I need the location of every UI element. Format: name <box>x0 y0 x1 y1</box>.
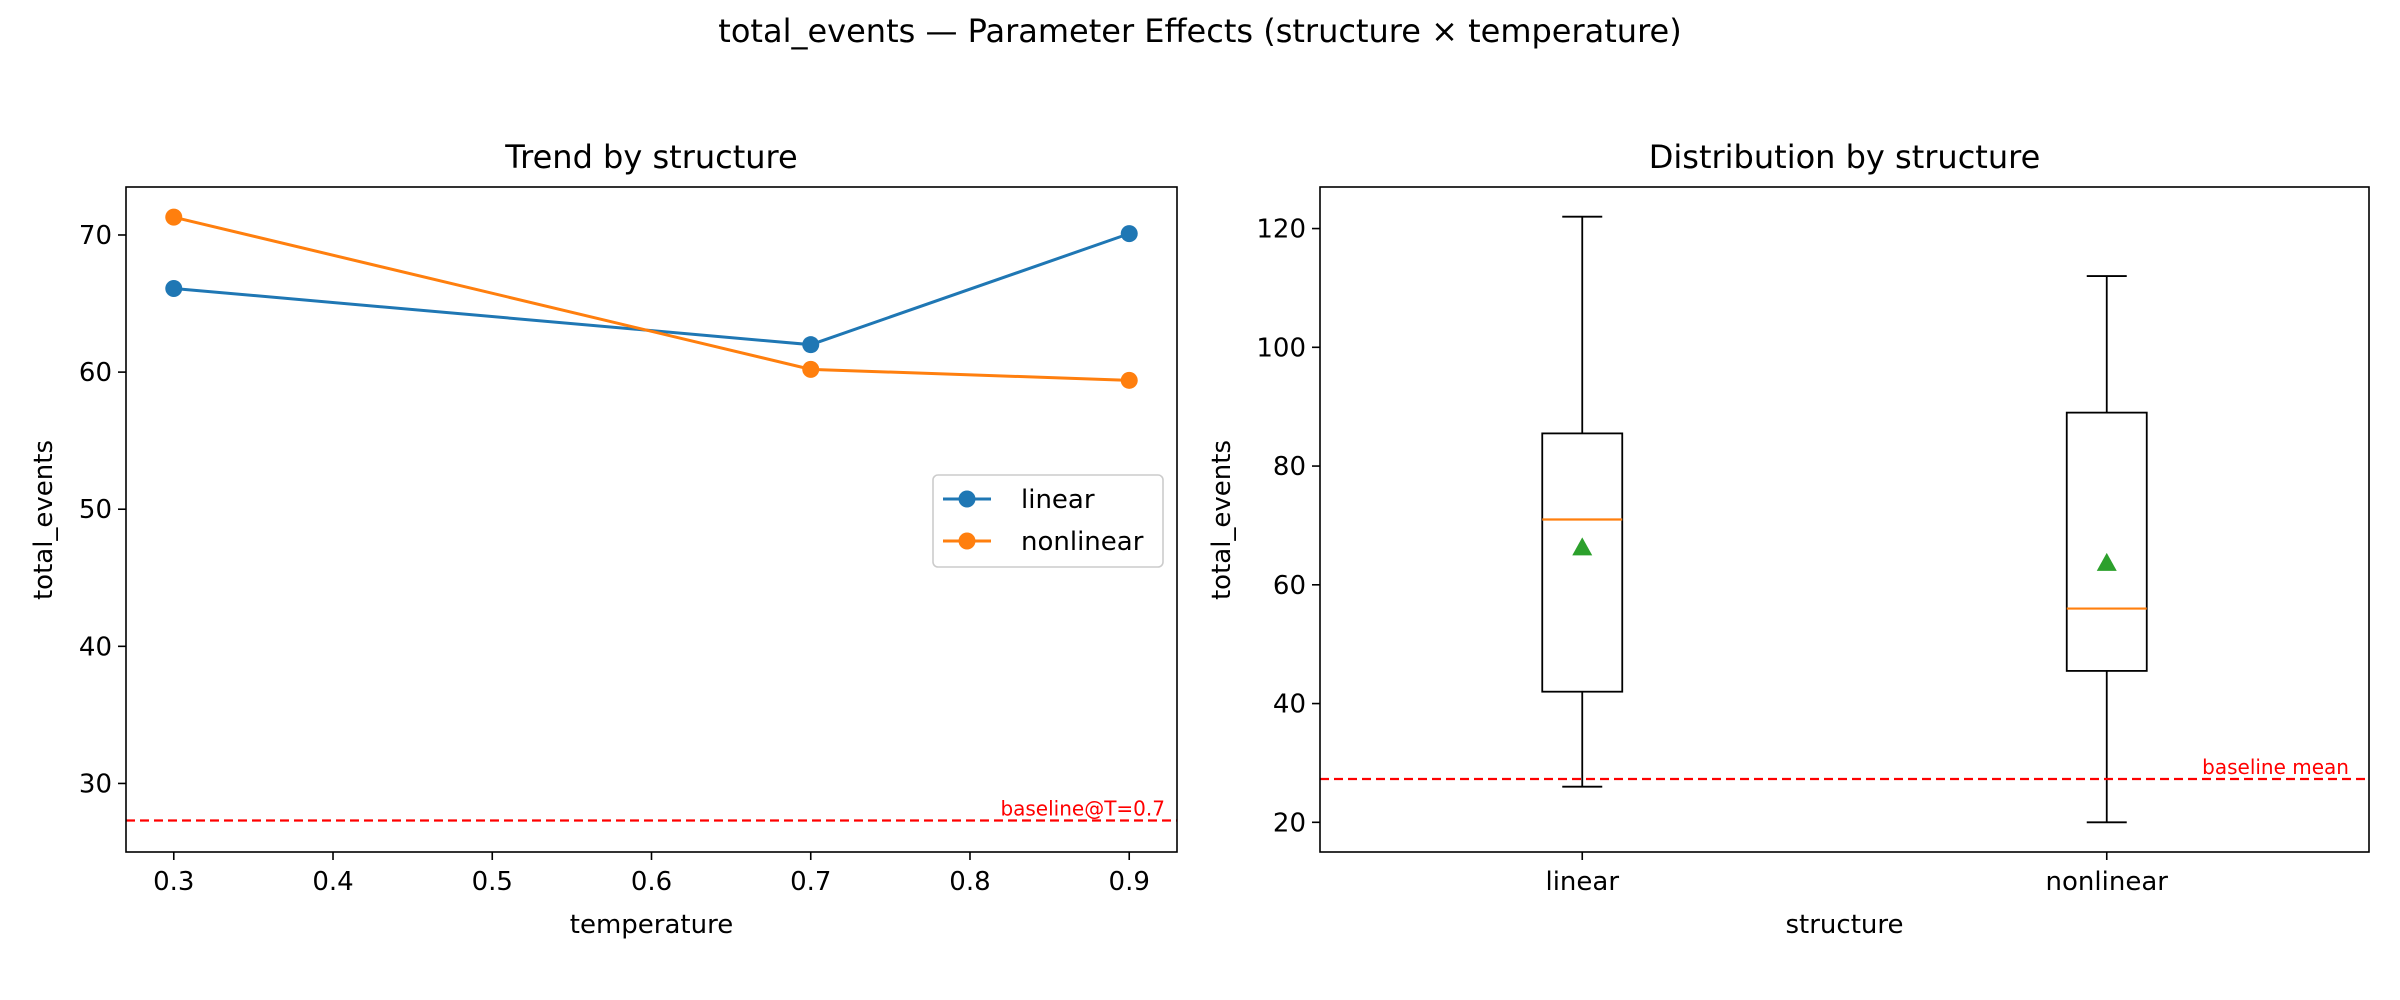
data-point-linear <box>165 279 183 297</box>
y-tick-label: 100 <box>1256 333 1306 363</box>
box-linear <box>1541 432 1624 693</box>
x-tick-label: 0.5 <box>472 867 513 897</box>
legend-marker-linear <box>958 490 976 508</box>
y-tick-label: 60 <box>79 358 112 388</box>
legend-marker-nonlinear <box>958 532 976 550</box>
y-tick-label: 40 <box>79 632 112 662</box>
distribution-chart-frame <box>1319 186 2370 853</box>
distribution-chart-boxes <box>1541 215 2148 824</box>
distribution-chart-y-axis: 20 40 60 80 100 120 <box>1256 215 1320 838</box>
y-tick-label: 70 <box>79 221 112 251</box>
trend-chart-frame <box>125 186 1178 853</box>
data-point-nonlinear <box>802 360 820 378</box>
trend-chart-title: Trend by structure <box>504 138 797 176</box>
trend-chart: Trend by structure temperature total_eve… <box>29 138 1178 940</box>
distribution-chart-x-axis: linear nonlinear <box>1545 852 2168 897</box>
y-tick-label: 120 <box>1256 215 1306 245</box>
distribution-chart: Distribution by structure structure tota… <box>1207 138 2370 940</box>
x-tick-label: 0.8 <box>949 867 990 897</box>
trend-chart-xlabel: temperature <box>570 910 733 940</box>
trend-chart-x-axis: 0.3 0.4 0.5 0.6 0.7 0.8 0.9 <box>153 852 1150 897</box>
mean-marker-linear <box>1572 537 1593 556</box>
y-tick-label: 30 <box>79 769 112 799</box>
distribution-chart-xlabel: structure <box>1786 910 1904 940</box>
y-tick-label: 40 <box>1273 690 1306 720</box>
x-tick-label: linear <box>1545 867 1619 897</box>
distribution-chart-ylabel: total_events <box>1207 440 1237 600</box>
data-point-linear <box>802 336 820 354</box>
figure-title: total_events — Parameter Effects (struct… <box>718 12 1681 50</box>
trend-chart-baseline: baseline@T=0.7 <box>126 796 1177 822</box>
distribution-chart-baseline: baseline mean <box>1320 755 2369 781</box>
distribution-chart-title: Distribution by structure <box>1649 138 2041 176</box>
y-tick-label: 80 <box>1273 452 1306 482</box>
x-tick-label: 0.7 <box>790 867 831 897</box>
x-tick-label: 0.4 <box>312 867 353 897</box>
trend-chart-series <box>165 208 1138 389</box>
trend-chart-y-axis: 30 40 50 60 70 <box>79 221 126 799</box>
x-tick-label: 0.3 <box>153 867 194 897</box>
trend-chart-legend: linear nonlinear <box>932 474 1164 568</box>
mean-marker-nonlinear <box>2096 552 2117 571</box>
x-tick-label: 0.9 <box>1109 867 1150 897</box>
y-tick-label: 60 <box>1273 571 1306 601</box>
data-point-nonlinear <box>1120 371 1138 389</box>
baseline-label: baseline@T=0.7 <box>1000 796 1165 820</box>
data-point-linear <box>1120 225 1138 243</box>
baseline-label: baseline mean <box>2202 755 2349 779</box>
x-tick-label: 0.6 <box>631 867 672 897</box>
x-tick-label: nonlinear <box>2046 867 2169 897</box>
data-point-nonlinear <box>165 208 183 226</box>
trend-chart-ylabel: total_events <box>29 440 59 600</box>
y-tick-label: 20 <box>1273 808 1306 838</box>
legend-label-linear: linear <box>1021 485 1095 515</box>
legend-label-nonlinear: nonlinear <box>1021 527 1144 557</box>
y-tick-label: 50 <box>79 495 112 525</box>
box-nonlinear <box>2065 411 2148 672</box>
